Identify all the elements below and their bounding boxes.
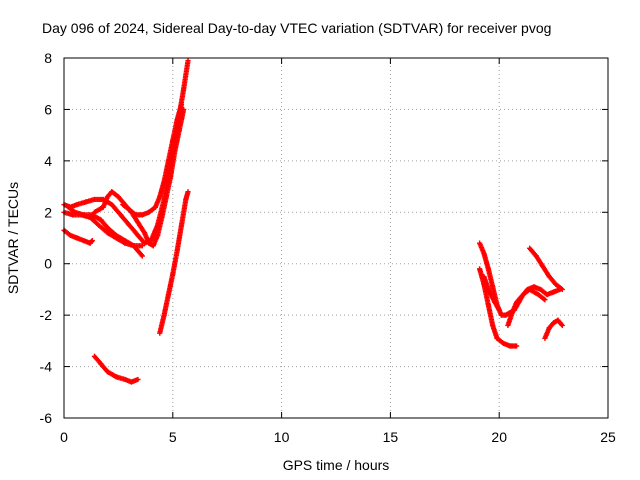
data-point — [88, 238, 95, 245]
y-tick-label: -4 — [40, 359, 53, 375]
chart-title: Day 096 of 2024, Sidereal Day-to-day VTE… — [42, 20, 551, 36]
data-point — [542, 297, 548, 303]
y-tick-label: 0 — [44, 256, 52, 272]
data-point — [178, 101, 185, 107]
grid-lines — [64, 58, 608, 418]
x-tick-label: 10 — [274, 429, 290, 445]
data-point — [185, 57, 191, 64]
y-axis-label: SDTVAR / TECUs — [5, 182, 21, 294]
y-tick-label: 6 — [44, 101, 52, 117]
data-point — [139, 253, 145, 259]
x-tick-label: 20 — [491, 429, 507, 445]
y-tick-label: 4 — [44, 153, 52, 169]
data-point — [496, 307, 502, 313]
x-axis-label: GPS time / hours — [283, 457, 390, 473]
data-points — [61, 57, 565, 385]
data-point — [559, 322, 565, 329]
y-tick-label: -6 — [40, 410, 53, 426]
data-point — [185, 189, 191, 195]
plot-border — [63, 57, 609, 419]
x-tick-label: 15 — [383, 429, 399, 445]
y-tick-label: 2 — [44, 204, 52, 220]
tick-labels: 0 5 10 15 20 25 -6 -4 -2 0 2 4 6 8 — [40, 50, 616, 445]
data-point — [89, 237, 95, 244]
data-point — [514, 343, 520, 349]
data-point — [558, 321, 565, 327]
y-tick-label: -2 — [40, 307, 53, 323]
x-tick-label: 5 — [169, 429, 177, 445]
data-point — [139, 243, 145, 249]
y-tick-label: 8 — [44, 50, 52, 66]
x-tick-label: 0 — [60, 429, 68, 445]
data-point — [559, 286, 565, 293]
x-tick-label: 25 — [600, 429, 616, 445]
data-point — [135, 376, 141, 383]
